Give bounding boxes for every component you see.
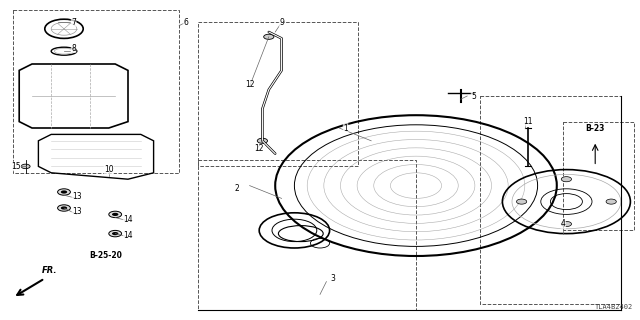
Circle shape [516,199,527,204]
Text: 13: 13 [72,192,82,201]
Text: 12: 12 [255,144,264,153]
Circle shape [112,232,118,235]
Text: 2: 2 [234,184,239,193]
Circle shape [264,34,274,39]
Circle shape [606,199,616,204]
Text: 4: 4 [561,220,566,228]
Circle shape [112,213,118,216]
Text: 5: 5 [471,92,476,100]
Text: 7: 7 [71,18,76,27]
Text: 1: 1 [343,124,348,132]
Text: 14: 14 [123,215,133,224]
Circle shape [61,190,67,194]
Circle shape [561,177,572,182]
Text: 3: 3 [330,274,335,283]
Circle shape [21,164,30,169]
Circle shape [61,206,67,210]
Circle shape [257,138,268,143]
Text: B-23: B-23 [586,124,605,132]
Text: 10: 10 [104,165,114,174]
Text: 8: 8 [71,44,76,52]
Text: 13: 13 [72,207,82,216]
Circle shape [109,230,122,237]
Text: 11: 11 [524,117,532,126]
Text: 15: 15 [11,162,21,171]
Text: 12: 12 [245,80,254,89]
Circle shape [58,205,70,211]
Circle shape [561,221,572,227]
Text: FR.: FR. [42,266,57,275]
Text: TLA4B2402: TLA4B2402 [595,304,634,310]
Text: B-25-20: B-25-20 [90,252,122,260]
Circle shape [109,211,122,218]
Text: 14: 14 [123,231,133,240]
Circle shape [58,189,70,195]
Text: 9: 9 [279,18,284,27]
Text: 6: 6 [183,18,188,27]
